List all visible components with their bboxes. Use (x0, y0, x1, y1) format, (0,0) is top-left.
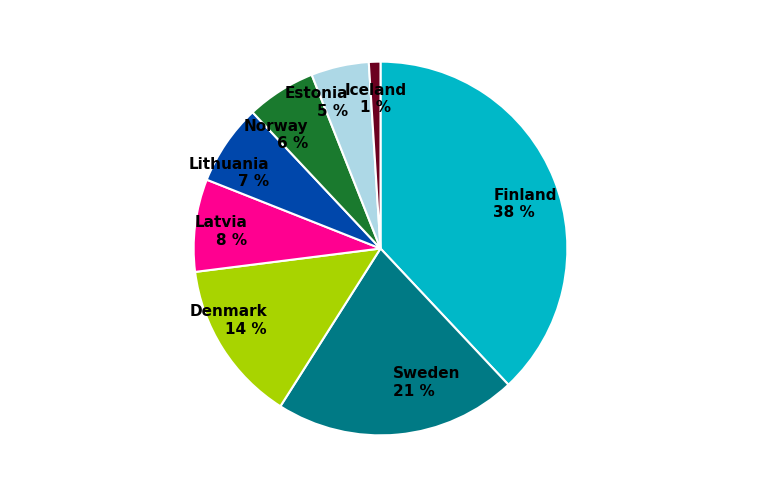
Text: Denmark
14 %: Denmark 14 % (189, 304, 267, 337)
Text: Latvia
8 %: Latvia 8 % (194, 215, 247, 248)
Wedge shape (195, 248, 380, 406)
Text: Sweden
21 %: Sweden 21 % (393, 366, 460, 399)
Wedge shape (380, 62, 568, 385)
Text: Norway
6 %: Norway 6 % (244, 119, 308, 151)
Text: Finland
38 %: Finland 38 % (493, 187, 557, 220)
Wedge shape (280, 248, 508, 435)
Wedge shape (193, 180, 380, 272)
Text: Estonia
5 %: Estonia 5 % (285, 86, 348, 119)
Text: Iceland
1 %: Iceland 1 % (345, 83, 407, 115)
Wedge shape (207, 112, 380, 248)
Text: Lithuania
7 %: Lithuania 7 % (189, 157, 269, 189)
Wedge shape (312, 62, 380, 248)
Wedge shape (369, 62, 380, 248)
Wedge shape (253, 75, 380, 248)
